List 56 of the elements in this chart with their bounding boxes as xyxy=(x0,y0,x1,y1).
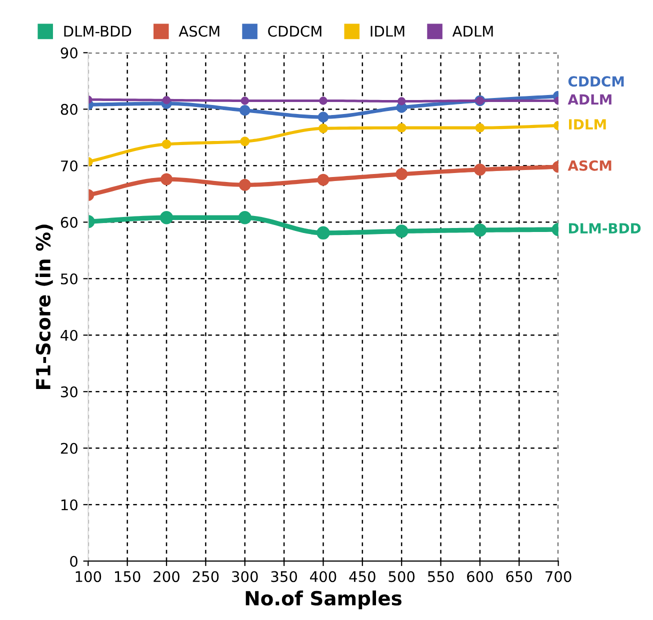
y-tick-label: 80 xyxy=(60,104,78,115)
legend-label: CDDCM xyxy=(268,26,322,37)
x-tick-label: 200 xyxy=(154,571,180,582)
point xyxy=(316,226,330,240)
y-tick-label: 70 xyxy=(61,160,78,172)
point xyxy=(160,173,172,186)
point xyxy=(162,139,172,149)
x-tick-label: 400 xyxy=(310,571,336,582)
y-tick-label: 50 xyxy=(61,273,78,284)
point xyxy=(240,136,250,146)
point xyxy=(240,104,250,116)
point xyxy=(317,174,330,186)
x-tick-label: 100 xyxy=(76,571,102,582)
x-tick-label: 600 xyxy=(467,571,493,582)
x-tick-label: 700 xyxy=(546,571,572,582)
x-tick-label: 150 xyxy=(115,571,140,582)
point xyxy=(397,97,406,106)
x-tick-label: 350 xyxy=(271,571,298,582)
y-tick-label: 60 xyxy=(60,216,78,228)
text: CDDCM xyxy=(568,76,624,87)
y-axis-title: F1-Score (in %) xyxy=(36,224,53,390)
y-tick-label: 0 xyxy=(70,556,78,567)
point xyxy=(238,178,251,191)
text: ADLM xyxy=(568,94,612,105)
x-tick-label: 250 xyxy=(192,571,219,582)
point xyxy=(473,223,487,237)
legend-label: IDLM xyxy=(370,26,404,37)
point xyxy=(318,112,329,122)
y-tick-label: 20 xyxy=(60,442,78,454)
legend-label: ASCM xyxy=(178,26,220,37)
point xyxy=(162,96,171,104)
legend-label: ADLM xyxy=(452,26,493,37)
point xyxy=(318,124,328,134)
y-tick-label: 10 xyxy=(61,499,78,510)
point xyxy=(474,164,486,176)
point xyxy=(319,96,328,105)
x-tick-label: 450 xyxy=(349,571,376,582)
point xyxy=(394,224,408,238)
point xyxy=(396,168,408,180)
text: ASCM xyxy=(568,160,612,171)
x-tick-label: 650 xyxy=(506,571,532,582)
point xyxy=(475,123,485,133)
x-tick-label: 500 xyxy=(388,571,415,582)
point xyxy=(238,211,252,224)
legend-label: DLM-BDD xyxy=(64,26,132,37)
text: DLM-BDD xyxy=(568,223,641,234)
x-tick-label: 550 xyxy=(428,571,454,582)
point xyxy=(240,96,249,105)
text: IDLM xyxy=(568,119,606,130)
x-tick-label: 300 xyxy=(232,571,258,582)
y-tick-label: 40 xyxy=(60,330,78,341)
x-axis-title: No.of Samples xyxy=(246,590,402,610)
y-tick-label: 90 xyxy=(60,47,78,58)
point xyxy=(160,211,174,224)
point xyxy=(396,123,406,133)
y-tick-label: 30 xyxy=(60,386,78,398)
